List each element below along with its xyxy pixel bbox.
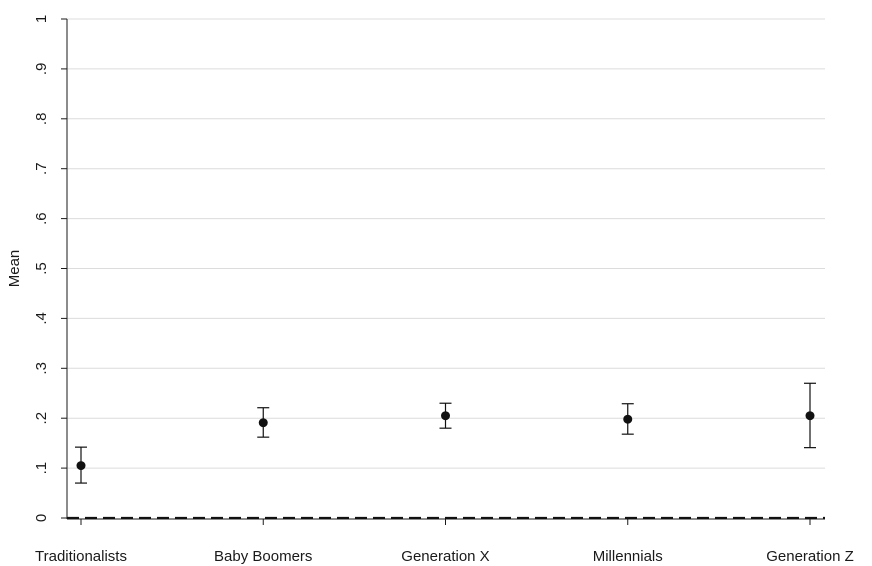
y-tick-label: .2	[33, 412, 50, 425]
y-tick-label: .1	[33, 462, 50, 475]
y-tick-label: 1	[33, 15, 50, 23]
x-tick-label: Generation X	[401, 548, 489, 565]
x-ticks: Traditionalists Baby Boomers Generation X M…	[35, 519, 854, 565]
data-point-group	[439, 402, 452, 429]
x-tick-label: Generation Z	[766, 548, 854, 565]
y-tick-label: 0	[33, 514, 50, 522]
data-point	[76, 461, 86, 471]
y-tick-label: .5	[33, 262, 50, 275]
x-tick-label: Baby Boomers	[214, 548, 312, 565]
y-ticks: 0 .1 .2 .3 .4 .5 .6 .7 .8 .9 1	[33, 15, 67, 522]
x-tick-label: Millennials	[593, 548, 663, 565]
data-point	[258, 418, 268, 428]
data-point-group	[257, 407, 270, 438]
series	[75, 382, 816, 484]
data-point-group	[804, 382, 816, 449]
grid-lines	[67, 18, 825, 469]
y-tick-label: .8	[33, 113, 50, 126]
y-tick-label: .9	[33, 63, 50, 76]
data-point-group	[75, 446, 87, 484]
y-tick-label: .4	[33, 312, 50, 325]
x-tick-label: Traditionalists	[35, 548, 127, 565]
data-point-group	[621, 403, 634, 435]
data-point	[805, 411, 815, 421]
data-point	[441, 411, 450, 421]
data-point	[623, 414, 633, 424]
y-tick-label: .6	[33, 212, 50, 225]
y-tick-label: .7	[33, 162, 50, 175]
y-tick-label: .3	[33, 362, 50, 375]
y-axis-label: Mean	[6, 250, 23, 288]
